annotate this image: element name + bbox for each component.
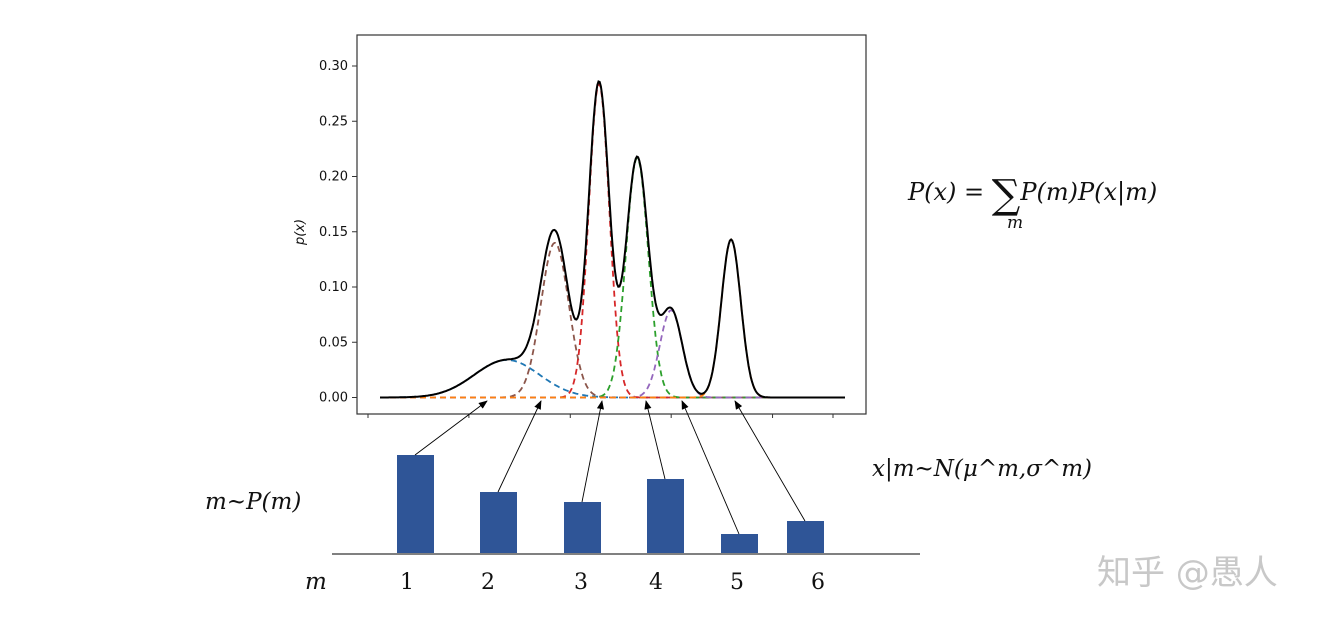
prior-bar-6 <box>787 521 824 553</box>
bar-label-4: 4 <box>649 570 663 595</box>
y-axis-label: p(x) <box>293 219 308 246</box>
sum-index: m <box>1007 213 1024 233</box>
prior-bar-5 <box>721 534 758 553</box>
sum-symbol: ∑ <box>991 172 1021 218</box>
mixture-curve <box>380 80 845 399</box>
y-tick-label: 0.10 <box>319 280 348 295</box>
prior-bar-2 <box>480 492 517 553</box>
bar-label-6: 6 <box>811 570 825 595</box>
prior-bar-1 <box>397 455 434 553</box>
y-tick-label: 0.15 <box>319 225 348 240</box>
plot-frame <box>356 34 867 415</box>
mixture-formula: P(x) = ∑P(m)P(x|m) <box>908 172 1157 218</box>
bar-label-3: 3 <box>574 570 588 595</box>
bar-label-2: 2 <box>481 570 495 595</box>
bar-label-5: 5 <box>730 570 744 595</box>
y-tick-label: 0.30 <box>319 59 348 74</box>
prior-bar-3 <box>564 502 601 553</box>
arrow-6 <box>734 400 806 522</box>
mixture-rhs: P(m)P(x|m) <box>1020 178 1158 206</box>
mixture-lhs: P(x) = <box>908 178 992 206</box>
bar-label-1: 1 <box>400 570 414 595</box>
m-axis-label: m <box>305 569 327 595</box>
component-curve-4 <box>380 156 845 399</box>
prior-bar-4 <box>647 479 684 553</box>
y-tick-label: 0.05 <box>319 335 348 350</box>
component-curve-5 <box>380 309 845 399</box>
arrow-3 <box>581 400 604 503</box>
y-tick-label: 0.25 <box>319 114 348 129</box>
arrow-1 <box>414 400 488 456</box>
arrow-2 <box>497 400 542 493</box>
likelihood-formula: x|m~N(μ^m,σ^m) <box>872 456 1092 482</box>
y-tick-label: 0.00 <box>319 391 348 406</box>
arrow-4 <box>644 400 666 480</box>
watermark: 知乎 @愚人 <box>1097 553 1278 593</box>
arrow-5 <box>681 400 740 535</box>
y-tick-label: 0.20 <box>319 170 348 185</box>
prior-formula: m~P(m) <box>205 489 302 515</box>
